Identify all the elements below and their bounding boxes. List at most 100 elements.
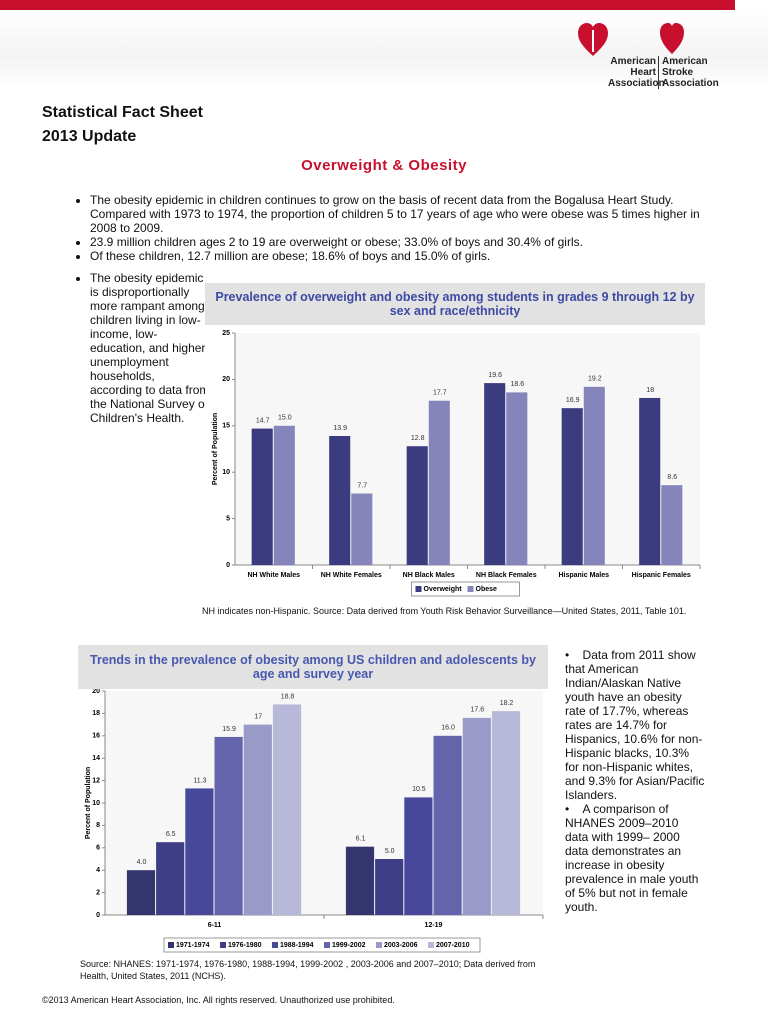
legend-label: 2003-2006 — [384, 942, 418, 949]
bar — [351, 493, 373, 565]
footer: ©2013 American Heart Association, Inc. A… — [42, 995, 395, 1005]
bar — [462, 717, 491, 915]
value-label: 10.5 — [412, 786, 426, 793]
chart-note: NH indicates non-Hispanic. Source: Data … — [202, 606, 687, 616]
bar — [272, 704, 302, 915]
stroke-logo — [660, 23, 684, 54]
bar — [583, 386, 605, 565]
x-tick-label: 12-19 — [425, 922, 443, 929]
bar — [329, 436, 351, 565]
value-label: 19.6 — [488, 372, 502, 379]
legend-swatch — [220, 942, 226, 948]
value-label: 17 — [254, 713, 262, 720]
legend-box — [411, 581, 520, 597]
legend-swatch — [428, 942, 434, 948]
legend-label: Obese — [476, 586, 498, 593]
legend-label: 1999-2002 — [332, 942, 366, 949]
legend-label: 1971-1974 — [176, 942, 210, 949]
y-tick-label: 14 — [92, 755, 100, 762]
bar — [126, 870, 156, 915]
legend-label: 2007-2010 — [436, 942, 470, 949]
value-label: 6.1 — [356, 836, 366, 843]
x-tick-label: Hispanic Females — [632, 572, 691, 579]
value-label: 13.9 — [333, 425, 347, 432]
logo-divider — [658, 56, 659, 89]
value-label: 19.2 — [588, 376, 602, 383]
plot-bg — [235, 333, 700, 565]
value-label: 7.7 — [357, 482, 367, 489]
bar — [484, 383, 506, 565]
bar — [404, 797, 433, 915]
bullet: • A comparison of NHANES 2009–2010 data … — [565, 802, 705, 914]
bar — [428, 400, 450, 565]
x-tick-label: NH Black Females — [476, 572, 537, 579]
top-bar — [0, 0, 735, 10]
bar — [433, 735, 462, 915]
bar — [406, 446, 428, 565]
bullet-dot: • — [565, 802, 583, 816]
chart-1: Prevalence of overweight and obesity amo… — [205, 283, 705, 600]
y-tick-label: 4 — [96, 867, 100, 874]
chart-plot: 0 2 4 6 8 10 12 14 16 18 20 Percent of Population 6-… — [85, 688, 544, 953]
side-bullet: The obesity epidemic is disproportionall… — [78, 271, 210, 425]
bar — [561, 408, 583, 565]
value-label: 16.9 — [566, 397, 580, 404]
value-label: 18.8 — [281, 693, 295, 700]
legend-label: 1976-1980 — [228, 942, 262, 949]
bar — [639, 397, 661, 565]
bar — [506, 392, 528, 565]
value-label: 16.0 — [441, 725, 455, 732]
bullet: 23.9 million children ages 2 to 19 are o… — [90, 235, 710, 249]
title: Statistical Fact Sheet — [42, 104, 203, 121]
legend-swatch — [415, 586, 422, 592]
y-tick-label: 16 — [92, 733, 100, 740]
bullet: The obesity epidemic in children continu… — [90, 193, 710, 235]
y-axis-label: Percent of Population — [212, 413, 219, 485]
x-tick-label: NH Black Males — [403, 572, 455, 579]
section-title: Overweight & Obesity — [301, 157, 467, 174]
value-label: 12.8 — [411, 435, 425, 442]
chart-note: Source: NHANES: 1971-1974, 1976-1980, 19… — [80, 959, 536, 981]
legend-swatch — [467, 586, 474, 592]
legend-label: Overweight — [424, 586, 463, 593]
value-label: 14.7 — [256, 417, 270, 424]
y-tick-label: 10 — [92, 800, 100, 807]
value-label: 15.9 — [222, 726, 236, 733]
x-tick-label: Hispanic Males — [558, 572, 609, 579]
legend-swatch — [272, 942, 278, 948]
bullet-text: Data from 2011 show that American Indian… — [565, 648, 705, 802]
y-tick-label: 5 — [226, 515, 230, 522]
legend-box — [163, 937, 481, 953]
value-label: 18 — [646, 387, 654, 394]
right-bullets: • Data from 2011 show that American Indi… — [565, 648, 705, 914]
y-tick-label: 25 — [222, 330, 230, 337]
value-label: 4.0 — [137, 859, 147, 866]
bullet-dot: • — [565, 648, 583, 662]
bar — [243, 724, 272, 915]
bar — [185, 788, 214, 915]
stroke-logo-text: American Stroke Association — [662, 56, 719, 89]
x-tick-label: 6-11 — [208, 922, 222, 929]
chart-plot: 0 5 10 15 20 25 Percent of Population NH White … — [212, 330, 701, 597]
legend-label: 1988-1994 — [280, 942, 314, 949]
y-tick-label: 15 — [222, 423, 230, 430]
bar — [214, 736, 243, 915]
value-label: 6.5 — [166, 831, 176, 838]
value-label: 15.0 — [278, 415, 292, 422]
legend-swatch — [168, 942, 174, 948]
y-tick-label: 0 — [96, 912, 100, 919]
y-tick-label: 10 — [222, 469, 230, 476]
legend-swatch — [376, 942, 382, 948]
value-label: 18.2 — [500, 700, 514, 707]
value-label: 11.3 — [193, 777, 206, 784]
bar — [251, 428, 273, 565]
x-tick-label: NH White Males — [247, 572, 300, 579]
chart-title: Trends in the prevalence of obesity amon… — [78, 645, 548, 689]
header-band — [0, 10, 768, 90]
value-label: 5.0 — [385, 848, 395, 855]
y-tick-label: 20 — [92, 689, 100, 695]
bar — [491, 711, 521, 915]
bar — [375, 859, 404, 915]
bullet: Of these children, 12.7 million are obes… — [90, 249, 710, 263]
bar — [345, 846, 375, 915]
